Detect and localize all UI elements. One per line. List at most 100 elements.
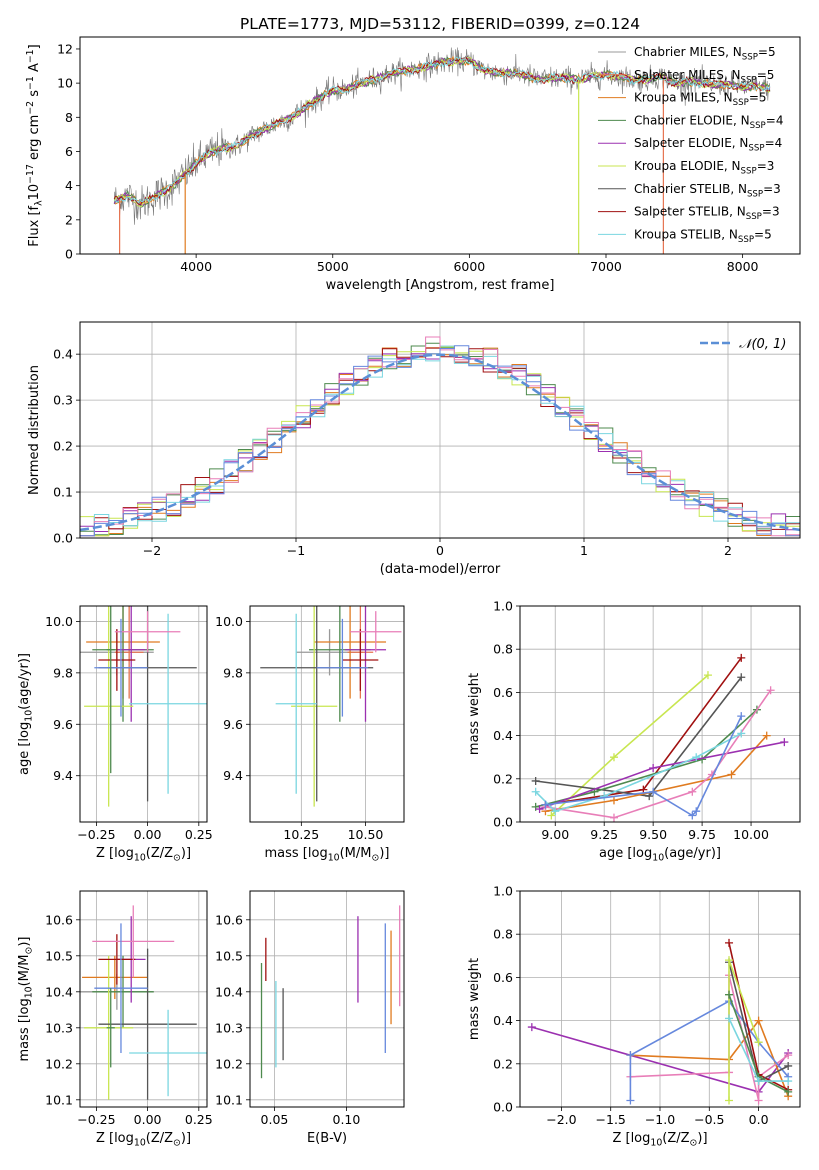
massweight_vs_Z-point-marker	[754, 1096, 763, 1105]
mass_vs_ebv-xtick-label: 0.05	[261, 1112, 289, 1127]
massweight_vs_Z-ytick-label: 0.0	[493, 1100, 513, 1115]
massweight_vs_Z-frame	[519, 890, 801, 1108]
spectrum-ytick-label: 0	[65, 247, 73, 262]
mass_vs_ebv-plot-area	[260, 905, 401, 1079]
mass_vs_Z-ylabel: mass [log10(M/M⊙)]	[17, 937, 35, 1062]
mass_vs_ebv-ytick-label: 10.4	[215, 984, 243, 999]
mass_vs_ebv-xtick-label: 0.10	[333, 1112, 361, 1127]
age_vs_Z-xtick-label: 0.00	[134, 827, 162, 842]
massweight_vs_age-point-marker	[766, 686, 775, 695]
age_vs_Z-xlabel: Z [log10(Z/Z⊙)]	[96, 846, 191, 864]
residuals-ytick-label: 0.3	[53, 393, 73, 408]
age_vs_mass-panel: 10.25 10.50 9.4 9.6 9.8 10.0 mass [log10(M/M⊙)…	[215, 605, 405, 864]
massweight_vs_Z-point-marker	[725, 1014, 734, 1023]
legend-label: Chabrier ELODIE, NSSP=4	[634, 113, 783, 130]
mass_vs_ebv-ytick-label: 10.6	[215, 912, 243, 927]
massweight_vs_Z-point-marker	[725, 938, 734, 947]
gaussian-curve	[80, 353, 800, 532]
massweight_vs_age-point-marker	[737, 712, 746, 721]
age_vs_mass-ytick-label: 9.6	[223, 717, 243, 732]
residuals-ytick-label: 0.2	[53, 439, 73, 454]
spectrum-ytick-label: 4	[65, 178, 73, 193]
massweight_vs_age-ylabel: mass weight	[467, 673, 482, 755]
massweight_vs_age-point-marker	[541, 800, 550, 809]
massweight_vs_age-plot-area	[531, 653, 789, 822]
histogram-step	[80, 336, 800, 537]
spectrum-model-line	[113, 57, 771, 207]
age_vs_mass-ytick-label: 9.4	[223, 768, 243, 783]
massweight_vs_Z-ytick-label: 1.0	[493, 884, 513, 899]
massweight_vs_Z-point-marker	[784, 1061, 793, 1070]
mass_vs_Z-ytick-label: 10.5	[45, 948, 73, 963]
massweight_vs_Z-ylabel: mass weight	[467, 958, 482, 1040]
mass_vs_Z-xlabel: Z [log10(Z/Z⊙)]	[96, 1131, 191, 1149]
mass_vs_Z-ytick-label: 10.4	[45, 984, 73, 999]
residuals-xtick-label: −2	[143, 543, 161, 558]
massweight_vs_age-point-marker	[609, 753, 618, 762]
residuals-ytick-label: 0.4	[53, 347, 73, 362]
spectrum-xtick-label: 8000	[727, 259, 759, 274]
massweight_vs_age-point-marker	[551, 807, 560, 816]
mass_vs_ebv-ytick-label: 10.2	[215, 1056, 243, 1071]
massweight_vs_age-ytick-label: 0.6	[493, 685, 513, 700]
massweight_vs_Z-ytick-label: 0.6	[493, 970, 513, 985]
massweight_vs_Z-point-marker	[754, 1038, 763, 1047]
massweight_vs_age-series-line	[545, 689, 772, 819]
massweight_vs_age-point-marker	[547, 811, 556, 820]
mass_vs_ebv-ytick-label: 10.1	[215, 1092, 243, 1107]
residuals-ylabel: Normed distribution	[27, 365, 42, 495]
residuals-ytick-label: 0.1	[53, 485, 73, 500]
figure-title: PLATE=1773, MJD=53112, FIBERID=0399, z=0…	[240, 15, 640, 33]
residuals-xtick-label: 1	[580, 543, 588, 558]
massweight_vs_age-ytick-label: 1.0	[493, 599, 513, 614]
massweight_vs_Z-point-marker	[626, 1051, 635, 1060]
spectrum-frame	[79, 36, 801, 255]
massweight_vs_Z-panel: −2.0 −1.5 −1.0 −0.5 0.0 0.0 0.2 0.4 0.6 0.8 1.0 Z […	[467, 884, 801, 1149]
legend-label: Kroupa MILES, NSSP=5	[634, 91, 767, 109]
massweight_vs_Z-point-marker	[725, 990, 734, 999]
mass_vs_Z-xtick-label: 0.00	[134, 1112, 162, 1127]
age_vs_mass-xtick-label: 10.50	[348, 827, 384, 842]
age_vs_Z-ytick-label: 9.4	[53, 768, 73, 783]
mass_vs_Z-panel: −0.25 0.00 0.25 10.1 10.2 10.3 10.4 10.5 10.6 Z […	[17, 890, 213, 1149]
age_vs_mass-xtick-label: 10.25	[283, 827, 319, 842]
massweight_vs_age-point-marker	[703, 671, 712, 680]
age_vs_mass-ytick-label: 9.8	[223, 665, 243, 680]
massweight_vs_age-point-marker	[531, 787, 540, 796]
massweight_vs_Z-point-marker	[784, 1077, 793, 1086]
legend-label: Chabrier STELIB, NSSP=3	[634, 182, 781, 200]
massweight_vs_age-point-marker	[649, 764, 658, 772]
massweight_vs_Z-xtick-label: −1.0	[645, 1112, 675, 1127]
massweight_vs_Z-point-marker	[725, 956, 734, 965]
spectrum-ytick-label: 8	[65, 110, 73, 125]
spectrum-ytick-label: 6	[65, 144, 73, 159]
massweight_vs_age-point-marker	[692, 807, 701, 816]
massweight_vs_Z-xlabel: Z [log10(Z/Z⊙)]	[612, 1131, 707, 1149]
spectrum-model-line	[113, 56, 771, 205]
legend-label: Salpeter MILES, NSSP=5	[634, 68, 774, 86]
residuals-plot-area	[80, 336, 800, 537]
mass_vs_Z-ytick-label: 10.3	[45, 1020, 73, 1035]
massweight_vs_Z-plot-area	[527, 938, 793, 1105]
mass_vs_ebv-ytick-label: 10.5	[215, 948, 243, 963]
age_vs_Z-panel: −0.25 0.00 0.25 9.4 9.6 9.8 10.0 Z [log10(Z/Z⊙)…	[17, 605, 213, 864]
massweight_vs_age-point-marker	[609, 796, 618, 805]
spectrum-ytick-label: 2	[65, 212, 73, 227]
age_vs_Z-plot-area	[80, 606, 207, 807]
massweight_vs_Z-point-marker	[527, 1023, 536, 1032]
massweight_vs_age-series-line	[539, 741, 785, 810]
spectrum-ytick-label: 12	[57, 41, 73, 56]
massweight_vs_Z-point-marker	[754, 1077, 763, 1086]
spectrum-ylabel: Flux [fλ10−17 erg cm−2 s−1 A−1]	[25, 44, 45, 246]
age_vs_mass-plot-area	[260, 606, 402, 807]
massweight_vs_Z-point-marker	[784, 1087, 793, 1096]
mass_vs_Z-xtick-label: −0.25	[77, 1112, 115, 1127]
residuals-xtick-label: 0	[436, 543, 444, 558]
spectrum-xtick-label: 4000	[180, 259, 212, 274]
residuals-xlabel: (data-model)/error	[380, 562, 501, 577]
massweight_vs_age-ytick-label: 0.8	[493, 642, 513, 657]
legend-label: Kroupa ELODIE, NSSP=3	[634, 159, 774, 177]
massweight_vs_age-xtick-label: 9.50	[639, 827, 667, 842]
spectrum-xtick-label: 7000	[590, 259, 622, 274]
residuals-xtick-label: 2	[724, 543, 732, 558]
